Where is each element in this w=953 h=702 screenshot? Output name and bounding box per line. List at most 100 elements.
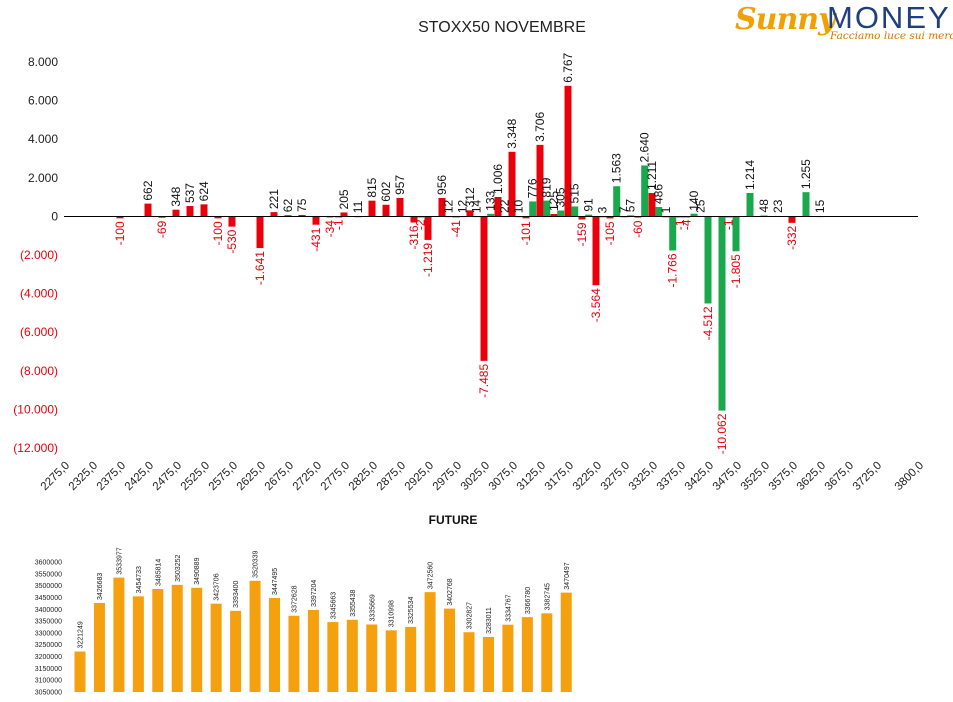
main-bar [466, 210, 474, 217]
main-bar [543, 200, 551, 217]
main-bar-label: 6.767 [561, 52, 575, 82]
future-bar [307, 609, 319, 692]
future-bar-label: 3355438 [350, 589, 357, 616]
main-x-tick-label: 2825,0 [347, 460, 380, 493]
main-bar [228, 216, 236, 227]
main-bar-label: -41 [449, 220, 463, 238]
main-bar-label: -1.641 [253, 251, 267, 285]
future-y-tick-label: 3250000 [35, 642, 62, 649]
main-bar-label: 15 [813, 199, 827, 213]
future-bar [366, 624, 378, 692]
main-bar-label: -4 [680, 219, 694, 230]
main-bar [760, 215, 768, 217]
main-x-tick-label: 2675,0 [263, 460, 296, 493]
main-bar [424, 216, 432, 240]
main-bar-label: 14 [470, 199, 484, 213]
main-bar [536, 144, 544, 217]
main-x-axis: 2275,02325,02375,02425,02475,02525,02575… [39, 460, 926, 493]
future-bar-label: 3423706 [214, 573, 221, 600]
future-y-tick-label: 3200000 [35, 654, 62, 661]
main-bar [690, 213, 698, 217]
main-bar-label: 537 [183, 183, 197, 203]
main-y-tick-label: 6.000 [28, 94, 58, 108]
main-x-tick-label: 2375,0 [95, 460, 128, 493]
future-bar-label: 3345663 [330, 592, 337, 619]
future-y-tick-label: 3350000 [35, 619, 62, 626]
main-bar-label: 819 [540, 177, 554, 197]
main-bar [480, 216, 488, 361]
main-bar-label: 1.006 [491, 164, 505, 194]
main-bar-label: 125 [547, 191, 561, 211]
main-bar-label: 25 [694, 199, 708, 213]
future-bar-label: 3221249 [78, 621, 85, 648]
main-bar-label: 11 [351, 200, 365, 213]
future-bar-label: 3372628 [291, 585, 298, 612]
main-bar-label: 205 [337, 189, 351, 209]
main-bar-label: 140 [687, 190, 701, 210]
main-bar-label: 48 [757, 199, 771, 213]
main-bar [522, 216, 530, 219]
main-bar-label: -100 [113, 221, 127, 245]
main-bar-label: 815 [365, 177, 379, 197]
future-bar-label: 3472560 [428, 562, 435, 589]
main-bar [368, 200, 376, 217]
logo-brand-second: MONEY [827, 0, 951, 35]
main-bar-label: -101 [519, 221, 533, 245]
main-x-tick-label: 3475,0 [711, 460, 744, 493]
main-y-tick-label: (2.000) [20, 248, 58, 262]
main-bar-label: 7 [617, 206, 631, 213]
main-bar-label: 1 [659, 206, 673, 213]
main-bar-label: 221 [267, 189, 281, 209]
main-y-tick-label: (8.000) [20, 364, 58, 378]
main-x-tick-label: 3075,0 [487, 460, 520, 493]
future-bar-label: 3397204 [311, 580, 318, 607]
main-x-tick-label: 2875,0 [375, 460, 408, 493]
future-y-axis: 3600000 3550000 3500000 3450000 3400000 33500… [35, 560, 62, 697]
future-bar [327, 622, 339, 692]
main-x-tick-label: 2775,0 [319, 460, 352, 493]
main-x-tick-label: 2325,0 [67, 460, 100, 493]
main-x-tick-label: 3175,0 [543, 460, 576, 493]
main-bar-label: -100 [211, 221, 225, 245]
main-x-tick-label: 2425,0 [123, 460, 156, 493]
future-bar-label: 3283011 [486, 607, 493, 634]
main-bar [396, 197, 404, 217]
main-bar [214, 216, 222, 219]
future-bar [269, 598, 280, 692]
future-bar-label: 3402768 [447, 578, 454, 605]
main-bar [494, 196, 502, 217]
future-bar [463, 632, 475, 692]
main-bar [116, 216, 124, 219]
main-x-tick-label: 2725,0 [291, 460, 324, 493]
main-x-tick-label: 3025,0 [459, 460, 492, 493]
future-bar [424, 592, 436, 692]
main-bar-label: 486 [652, 184, 666, 204]
future-bars [74, 577, 572, 692]
main-bar-label: 1.255 [799, 159, 813, 189]
main-bar [298, 214, 306, 217]
main-bar-label: -332 [785, 225, 799, 249]
main-bar-label: 12 [442, 199, 456, 213]
main-bar-label: 662 [141, 180, 155, 200]
main-bar-label: 956 [435, 175, 449, 195]
future-bar [171, 584, 183, 692]
main-bar [802, 192, 810, 217]
main-x-tick-label: 3225,0 [571, 460, 604, 493]
future-bar [230, 610, 242, 692]
main-bar-label: 3.706 [533, 112, 547, 142]
main-bar-label: -1.219 [421, 243, 435, 277]
main-x-tick-label: 3525,0 [739, 460, 772, 493]
future-bar [560, 592, 572, 692]
main-bar-label: 1.211 [645, 161, 659, 190]
future-chart-title: FUTURE [429, 513, 478, 527]
future-bar [482, 636, 494, 692]
future-bar-label: 3470497 [564, 562, 571, 589]
main-bar [144, 203, 152, 217]
main-bar-label: 305 [554, 187, 568, 207]
main-bar-label: -60 [631, 220, 645, 238]
main-bar [186, 206, 194, 217]
main-bar-label: 75 [295, 198, 309, 212]
main-bar [613, 186, 621, 217]
main-bar [704, 216, 712, 304]
